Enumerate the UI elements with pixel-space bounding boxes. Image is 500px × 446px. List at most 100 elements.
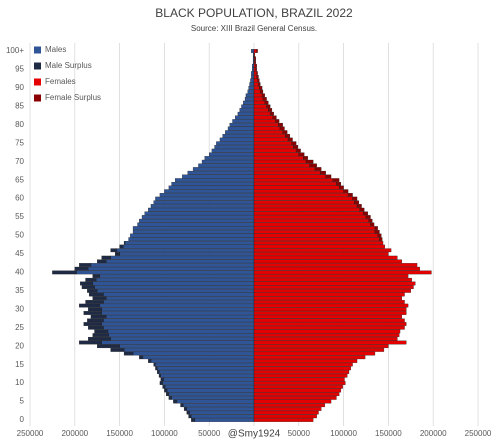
bar bbox=[253, 126, 281, 131]
x-tick-label: 250000 bbox=[465, 429, 492, 438]
bar bbox=[94, 285, 255, 290]
bar bbox=[253, 359, 358, 363]
bar bbox=[253, 329, 401, 334]
bar bbox=[253, 185, 340, 190]
bar bbox=[253, 215, 367, 219]
x-tick-label: 250000 bbox=[17, 429, 44, 438]
bar bbox=[110, 248, 118, 253]
bar bbox=[85, 277, 97, 282]
bar bbox=[259, 86, 263, 90]
y-tick-label: 70 bbox=[15, 157, 24, 166]
bar bbox=[359, 207, 365, 212]
bar bbox=[253, 366, 351, 371]
bar bbox=[119, 252, 255, 256]
bar bbox=[253, 193, 349, 197]
bar bbox=[187, 170, 255, 175]
bar bbox=[168, 392, 255, 397]
y-tick-label: 100+ bbox=[6, 46, 24, 55]
bar bbox=[253, 196, 353, 201]
y-tick-label: 40 bbox=[15, 268, 24, 277]
bar bbox=[235, 115, 255, 120]
bar bbox=[227, 126, 255, 131]
bar bbox=[253, 49, 257, 53]
bar bbox=[253, 89, 261, 94]
bar bbox=[245, 93, 255, 98]
bar bbox=[336, 181, 342, 186]
bar bbox=[374, 229, 380, 234]
bar bbox=[182, 174, 255, 179]
bar bbox=[262, 97, 267, 101]
bar bbox=[107, 329, 255, 334]
bar bbox=[183, 407, 187, 411]
bar bbox=[173, 399, 178, 404]
bar bbox=[253, 86, 260, 90]
x-tick-label: 50000 bbox=[198, 429, 221, 438]
bar bbox=[142, 355, 255, 360]
bar bbox=[338, 185, 344, 190]
legend-swatch bbox=[34, 78, 41, 86]
bar bbox=[253, 340, 407, 345]
bar bbox=[252, 67, 255, 72]
bar bbox=[159, 381, 163, 385]
bar bbox=[103, 292, 255, 297]
bar bbox=[368, 218, 373, 223]
y-tick-label: 25 bbox=[15, 323, 24, 332]
bar bbox=[253, 355, 366, 360]
bar bbox=[264, 100, 269, 105]
bar bbox=[110, 348, 125, 352]
bar bbox=[266, 104, 271, 109]
bar bbox=[123, 241, 126, 245]
bar bbox=[79, 263, 92, 267]
bar bbox=[157, 370, 160, 374]
bar bbox=[171, 181, 255, 186]
bar bbox=[253, 159, 307, 164]
bar bbox=[166, 392, 170, 397]
bar bbox=[253, 307, 407, 312]
bar bbox=[158, 373, 161, 378]
bar bbox=[222, 134, 255, 138]
bar bbox=[155, 366, 158, 371]
y-tick-label: 35 bbox=[15, 286, 24, 295]
bar bbox=[253, 270, 432, 275]
bar bbox=[253, 93, 263, 98]
bar bbox=[119, 244, 124, 249]
bar bbox=[253, 274, 409, 278]
y-tick-label: 55 bbox=[15, 212, 24, 221]
bar bbox=[253, 377, 345, 382]
bar bbox=[325, 174, 332, 179]
bar bbox=[253, 130, 283, 135]
bar bbox=[253, 344, 389, 349]
bar bbox=[83, 311, 102, 315]
y-tick-label: 90 bbox=[15, 83, 24, 92]
bar bbox=[232, 119, 255, 123]
bar bbox=[253, 241, 384, 245]
bar bbox=[253, 414, 317, 419]
bar bbox=[269, 111, 274, 116]
bar bbox=[103, 300, 255, 304]
bar bbox=[88, 292, 104, 297]
bar bbox=[189, 410, 255, 415]
bar bbox=[282, 130, 288, 135]
legend-label: Females bbox=[45, 77, 76, 86]
bar bbox=[253, 74, 257, 79]
bar bbox=[253, 137, 289, 142]
bar bbox=[132, 226, 255, 230]
bar bbox=[253, 399, 332, 404]
bar bbox=[253, 156, 304, 160]
bar bbox=[148, 207, 255, 212]
bar bbox=[253, 104, 267, 109]
bar bbox=[106, 259, 255, 264]
y-tick-label: 45 bbox=[15, 249, 24, 258]
bar bbox=[253, 259, 402, 264]
bar bbox=[52, 270, 77, 275]
chart-subtitle: Source: XIII Brazil General Census. bbox=[191, 24, 317, 33]
bar bbox=[256, 74, 259, 79]
y-tick-label: 20 bbox=[15, 341, 24, 350]
bar bbox=[352, 196, 358, 201]
bar bbox=[87, 289, 98, 293]
bar bbox=[253, 300, 405, 304]
bar bbox=[253, 322, 407, 326]
bar bbox=[106, 296, 255, 301]
bar bbox=[76, 270, 255, 275]
bar bbox=[139, 218, 255, 223]
